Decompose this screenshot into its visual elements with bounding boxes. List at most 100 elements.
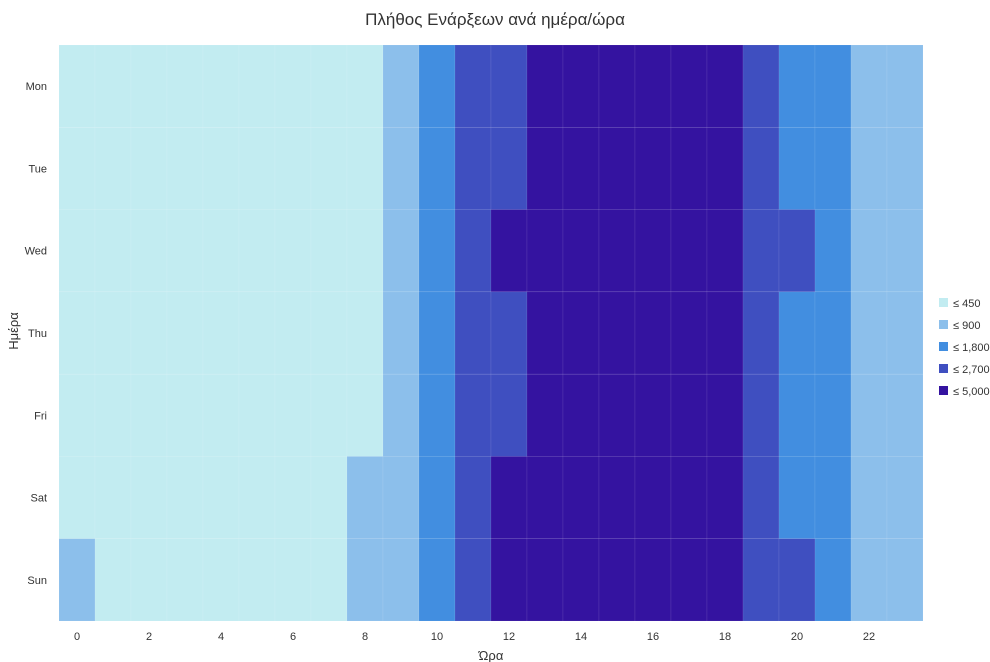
x-tick-label: 10 xyxy=(431,631,443,643)
heatmap-cell xyxy=(886,373,924,457)
heatmap-cell xyxy=(562,291,600,375)
heatmap-cell xyxy=(598,126,636,210)
heatmap-cell xyxy=(382,126,420,210)
heatmap-cell xyxy=(742,44,780,128)
heatmap-cell xyxy=(202,373,240,457)
heatmap-cell xyxy=(850,538,888,622)
heatmap-cell xyxy=(850,209,888,293)
y-tick-label: Sun xyxy=(27,575,47,587)
heatmap-cell xyxy=(634,456,672,540)
heatmap-cell xyxy=(850,291,888,375)
heatmap-cell xyxy=(886,456,924,540)
heatmap-cell xyxy=(814,456,852,540)
heatmap-cell xyxy=(418,373,456,457)
heatmap-cell xyxy=(346,538,384,622)
heatmap-cell xyxy=(814,538,852,622)
heatmap-cell xyxy=(310,456,348,540)
heatmap-cell xyxy=(202,126,240,210)
heatmap-cell xyxy=(886,291,924,375)
heatmap-cell xyxy=(706,44,744,128)
heatmap-cell xyxy=(238,126,276,210)
heatmap-cell xyxy=(850,373,888,457)
y-tick-label: Sat xyxy=(30,493,47,505)
heatmap-cell xyxy=(814,209,852,293)
heatmap-cell xyxy=(454,538,492,622)
heatmap-cell xyxy=(598,44,636,128)
heatmap-cell xyxy=(130,209,168,293)
x-tick-label: 12 xyxy=(503,631,515,643)
heatmap-cell xyxy=(238,44,276,128)
heatmap-cell xyxy=(166,209,204,293)
heatmap-cell xyxy=(742,538,780,622)
heatmap-cell xyxy=(490,373,528,457)
heatmap-cell xyxy=(706,538,744,622)
heatmap-cell xyxy=(526,538,564,622)
heatmap-cell xyxy=(94,373,132,457)
heatmap-cell xyxy=(814,126,852,210)
heatmap-cell xyxy=(634,126,672,210)
heatmap-cell xyxy=(634,44,672,128)
heatmap-cell xyxy=(562,456,600,540)
heatmap-cell xyxy=(562,44,600,128)
heatmap-cell xyxy=(94,291,132,375)
legend-label: ≤ 1,800 xyxy=(953,342,990,354)
heatmap-cell xyxy=(238,209,276,293)
heatmap-cell xyxy=(274,209,312,293)
heatmap-cell xyxy=(310,373,348,457)
heatmap-cell xyxy=(742,456,780,540)
heatmap-cells xyxy=(58,44,924,622)
heatmap-cell xyxy=(454,456,492,540)
heatmap-cell xyxy=(886,538,924,622)
x-tick-label: 16 xyxy=(647,631,659,643)
heatmap-cell xyxy=(886,209,924,293)
heatmap-cell xyxy=(778,373,816,457)
heatmap-cell xyxy=(778,209,816,293)
heatmap-cell xyxy=(274,126,312,210)
heatmap-cell xyxy=(346,291,384,375)
heatmap-cell xyxy=(454,209,492,293)
heatmap-cell xyxy=(418,456,456,540)
heatmap-cell xyxy=(382,291,420,375)
heatmap-cell xyxy=(778,456,816,540)
heatmap-cell xyxy=(166,456,204,540)
heatmap-cell xyxy=(94,538,132,622)
heatmap-cell xyxy=(346,373,384,457)
heatmap-cell xyxy=(562,538,600,622)
heatmap-cell xyxy=(202,538,240,622)
heatmap-cell xyxy=(886,44,924,128)
x-tick-label: 20 xyxy=(791,631,803,643)
heatmap-cell xyxy=(166,373,204,457)
heatmap-cell xyxy=(274,373,312,457)
heatmap-cell xyxy=(310,209,348,293)
heatmap-cell xyxy=(58,373,96,457)
chart-title: Πλήθος Ενάρξεων ανά ημέρα/ώρα xyxy=(365,10,625,29)
heatmap-cell xyxy=(310,291,348,375)
legend-swatch xyxy=(939,320,948,329)
heatmap-cell xyxy=(742,291,780,375)
heatmap-cell xyxy=(418,291,456,375)
y-tick-label: Thu xyxy=(28,328,47,340)
heatmap-cell xyxy=(814,373,852,457)
heatmap-cell xyxy=(742,126,780,210)
heatmap-cell xyxy=(454,126,492,210)
heatmap-cell xyxy=(130,456,168,540)
heatmap-cell xyxy=(670,538,708,622)
x-tick-label: 4 xyxy=(218,631,224,643)
heatmap-cell xyxy=(58,538,96,622)
heatmap-cell xyxy=(562,209,600,293)
heatmap-cell xyxy=(58,291,96,375)
legend-swatch xyxy=(939,364,948,373)
heatmap-cell xyxy=(58,209,96,293)
heatmap-cell xyxy=(670,126,708,210)
heatmap-cell xyxy=(94,44,132,128)
heatmap-cell xyxy=(634,538,672,622)
heatmap-cell xyxy=(58,456,96,540)
heatmap-cell xyxy=(94,126,132,210)
heatmap-cell xyxy=(634,373,672,457)
heatmap-cell xyxy=(490,126,528,210)
heatmap-cell xyxy=(490,44,528,128)
heatmap-cell xyxy=(670,291,708,375)
x-tick-label: 18 xyxy=(719,631,731,643)
heatmap-cell xyxy=(526,373,564,457)
heatmap-cell xyxy=(274,456,312,540)
